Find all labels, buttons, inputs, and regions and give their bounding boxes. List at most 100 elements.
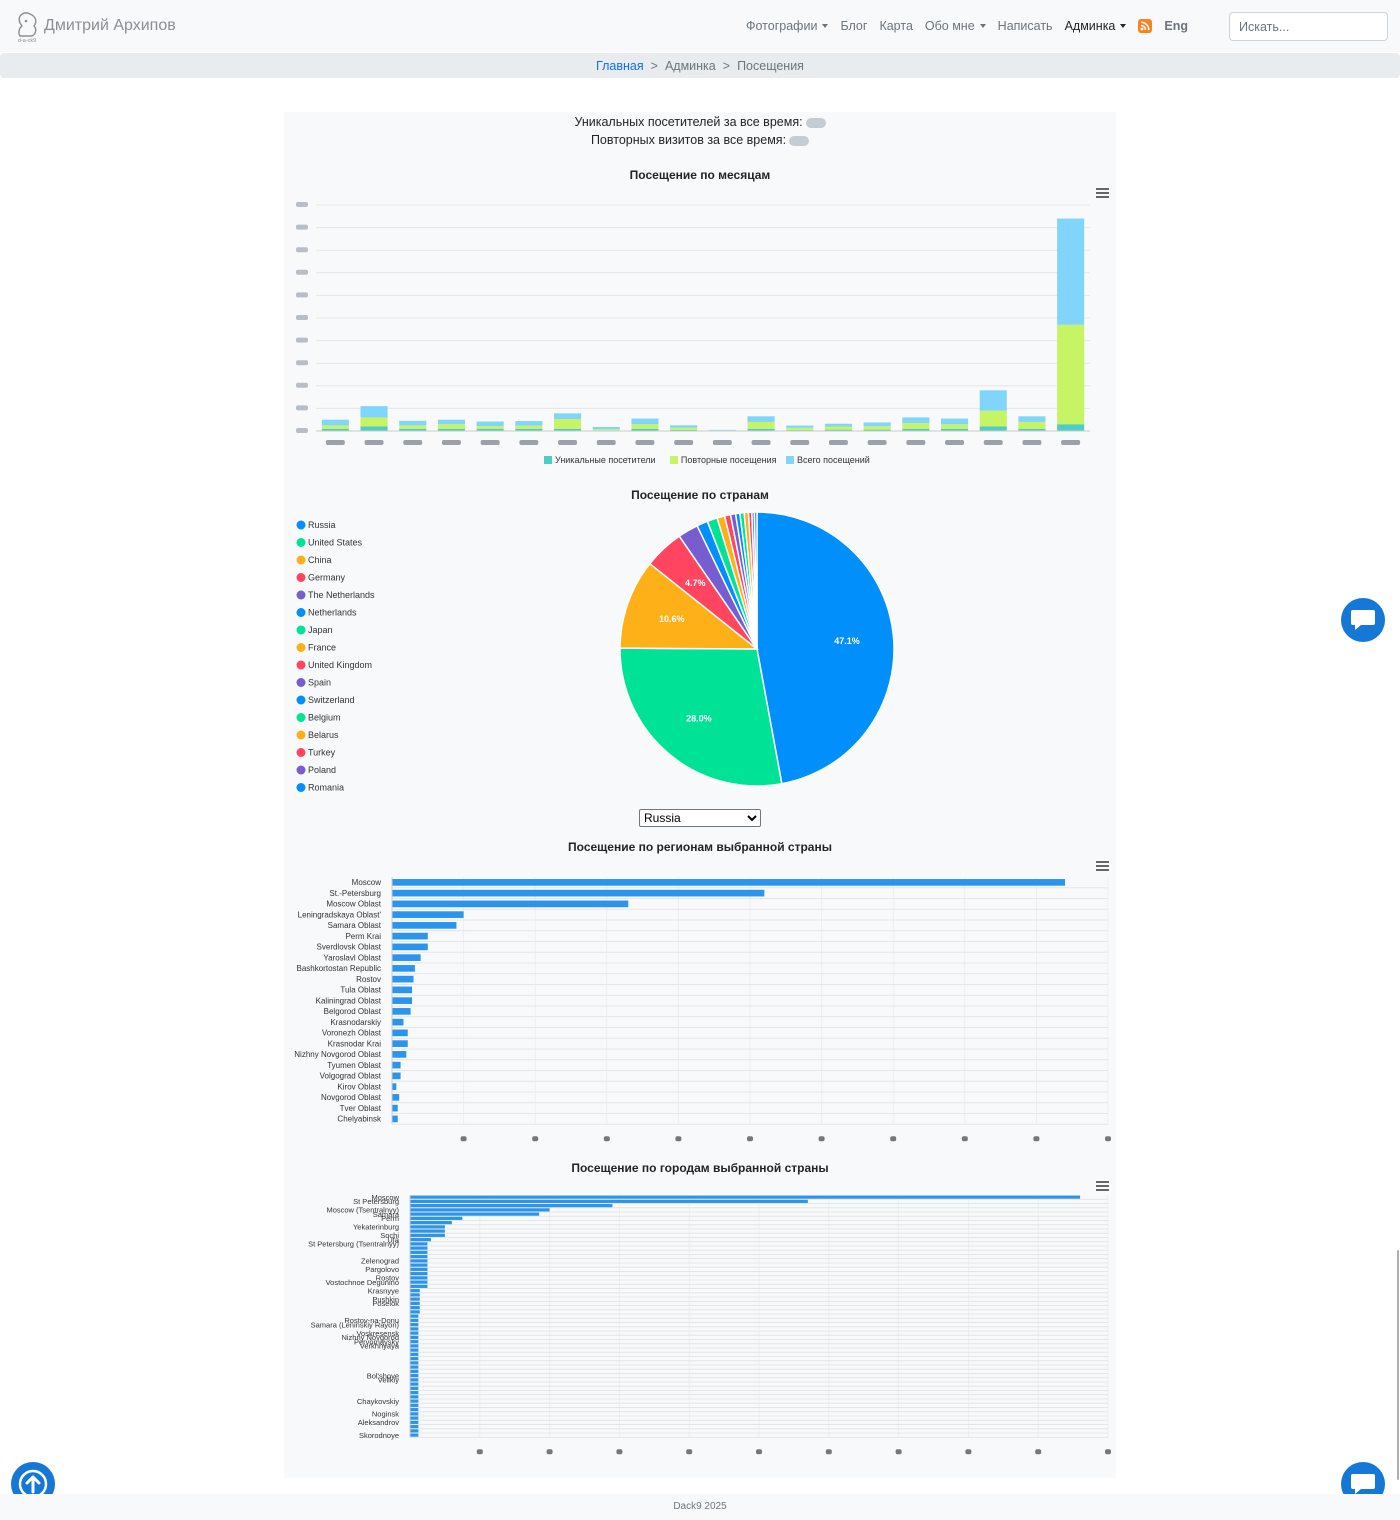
bar-total[interactable] [747, 416, 775, 422]
bar-total[interactable] [670, 425, 698, 428]
bar[interactable] [410, 1391, 419, 1395]
bar[interactable] [392, 965, 415, 972]
bar[interactable] [410, 1267, 428, 1271]
bar[interactable] [410, 1408, 419, 1412]
legend-item[interactable]: Germany [296, 573, 346, 583]
pie-slice[interactable] [619, 647, 783, 787]
bar-repeat[interactable] [515, 425, 543, 429]
bar[interactable] [410, 1289, 420, 1293]
bar-unique[interactable] [670, 429, 698, 431]
bar[interactable] [410, 1208, 550, 1212]
bar[interactable] [392, 1008, 411, 1015]
legend-item[interactable]: Russia [296, 520, 336, 530]
bar-total[interactable] [437, 419, 465, 425]
bar-repeat[interactable] [476, 426, 504, 429]
bar[interactable] [410, 1374, 419, 1378]
bar[interactable] [392, 997, 413, 1004]
bar[interactable] [410, 1403, 419, 1407]
bar-total[interactable] [321, 419, 349, 426]
bar-total[interactable] [592, 426, 620, 430]
bar-total[interactable] [399, 420, 427, 426]
bar[interactable] [410, 1318, 419, 1322]
bar-unique[interactable] [1057, 424, 1085, 431]
bar-total[interactable] [979, 390, 1007, 411]
bar[interactable] [410, 1420, 419, 1424]
bar-repeat[interactable] [747, 421, 775, 429]
bar[interactable] [410, 1284, 428, 1288]
legend-item[interactable]: Всего посещений [786, 455, 870, 465]
bar-repeat[interactable] [554, 419, 582, 429]
bar[interactable] [410, 1246, 428, 1250]
brand[interactable]: d-a-ck9 Дмитрий Архипов [12, 9, 176, 43]
legend-item[interactable]: Повторные посещения [669, 455, 777, 465]
bar[interactable] [410, 1429, 419, 1433]
language-switch[interactable]: Eng [1164, 19, 1188, 33]
bar[interactable] [410, 1352, 419, 1356]
bar[interactable] [410, 1263, 428, 1267]
bar[interactable] [410, 1242, 428, 1246]
bar[interactable] [410, 1195, 1081, 1199]
nav-item-4[interactable]: Написать [998, 19, 1053, 33]
bar[interactable] [392, 911, 464, 918]
bar-unique[interactable] [824, 429, 852, 431]
nav-item-2[interactable]: Карта [879, 19, 912, 33]
bar-total[interactable] [631, 418, 659, 425]
bar-unique[interactable] [1018, 428, 1046, 431]
bar[interactable] [410, 1199, 808, 1203]
bar[interactable] [410, 1331, 419, 1335]
nav-item-1[interactable]: Блог [840, 19, 867, 33]
bar-repeat[interactable] [321, 425, 349, 429]
legend-item[interactable]: Poland [296, 765, 337, 775]
bar[interactable] [410, 1382, 419, 1386]
bar[interactable] [410, 1412, 419, 1416]
bar[interactable] [392, 1115, 398, 1123]
bar[interactable] [392, 954, 421, 961]
bar[interactable] [392, 1051, 407, 1058]
bar[interactable] [392, 1072, 401, 1080]
pie-slice[interactable] [619, 562, 760, 650]
bar[interactable] [410, 1395, 419, 1399]
bar[interactable] [410, 1212, 540, 1216]
bar-total[interactable] [476, 421, 504, 427]
bar[interactable] [410, 1259, 428, 1263]
bar[interactable] [410, 1310, 420, 1314]
regions-chart-menu-icon[interactable] [1096, 861, 1109, 872]
bar-unique[interactable] [476, 428, 504, 431]
rss-icon[interactable] [1138, 19, 1153, 33]
bar-total[interactable] [824, 423, 852, 427]
bar-unique[interactable] [631, 428, 659, 431]
bar-unique[interactable] [979, 426, 1007, 431]
breadcrumb-home[interactable]: Главная [596, 58, 644, 73]
legend-item[interactable]: China [296, 555, 332, 565]
legend-item[interactable]: The Netherlands [296, 590, 376, 600]
bar[interactable] [410, 1433, 419, 1437]
legend-item[interactable]: Romania [296, 783, 345, 793]
bar-repeat[interactable] [592, 429, 620, 431]
bar-repeat[interactable] [360, 417, 388, 427]
bar-unique[interactable] [321, 428, 349, 431]
bar[interactable] [410, 1204, 613, 1208]
bar[interactable] [410, 1250, 428, 1254]
bar[interactable] [410, 1229, 445, 1233]
country-select[interactable]: Russia [639, 809, 761, 827]
bar[interactable] [410, 1301, 420, 1305]
bar[interactable] [392, 975, 414, 983]
bar[interactable] [410, 1365, 419, 1369]
bar-repeat[interactable] [1018, 421, 1046, 429]
bar-repeat[interactable] [902, 423, 930, 429]
bar-unique[interactable] [941, 428, 969, 431]
bar[interactable] [392, 1018, 404, 1026]
bar[interactable] [410, 1357, 419, 1361]
bar[interactable] [410, 1238, 431, 1242]
page-scrollbar[interactable] [1397, 1250, 1399, 1480]
bar-total[interactable] [902, 417, 930, 424]
nav-item-5[interactable]: Админка [1065, 19, 1127, 33]
bar[interactable] [392, 1083, 397, 1090]
bar[interactable] [410, 1425, 419, 1429]
bar[interactable] [410, 1293, 420, 1297]
bar[interactable] [410, 1386, 419, 1390]
legend-item[interactable]: Japan [296, 625, 333, 635]
bar-repeat[interactable] [863, 426, 891, 430]
bar[interactable] [410, 1306, 420, 1310]
bar[interactable] [392, 922, 457, 929]
